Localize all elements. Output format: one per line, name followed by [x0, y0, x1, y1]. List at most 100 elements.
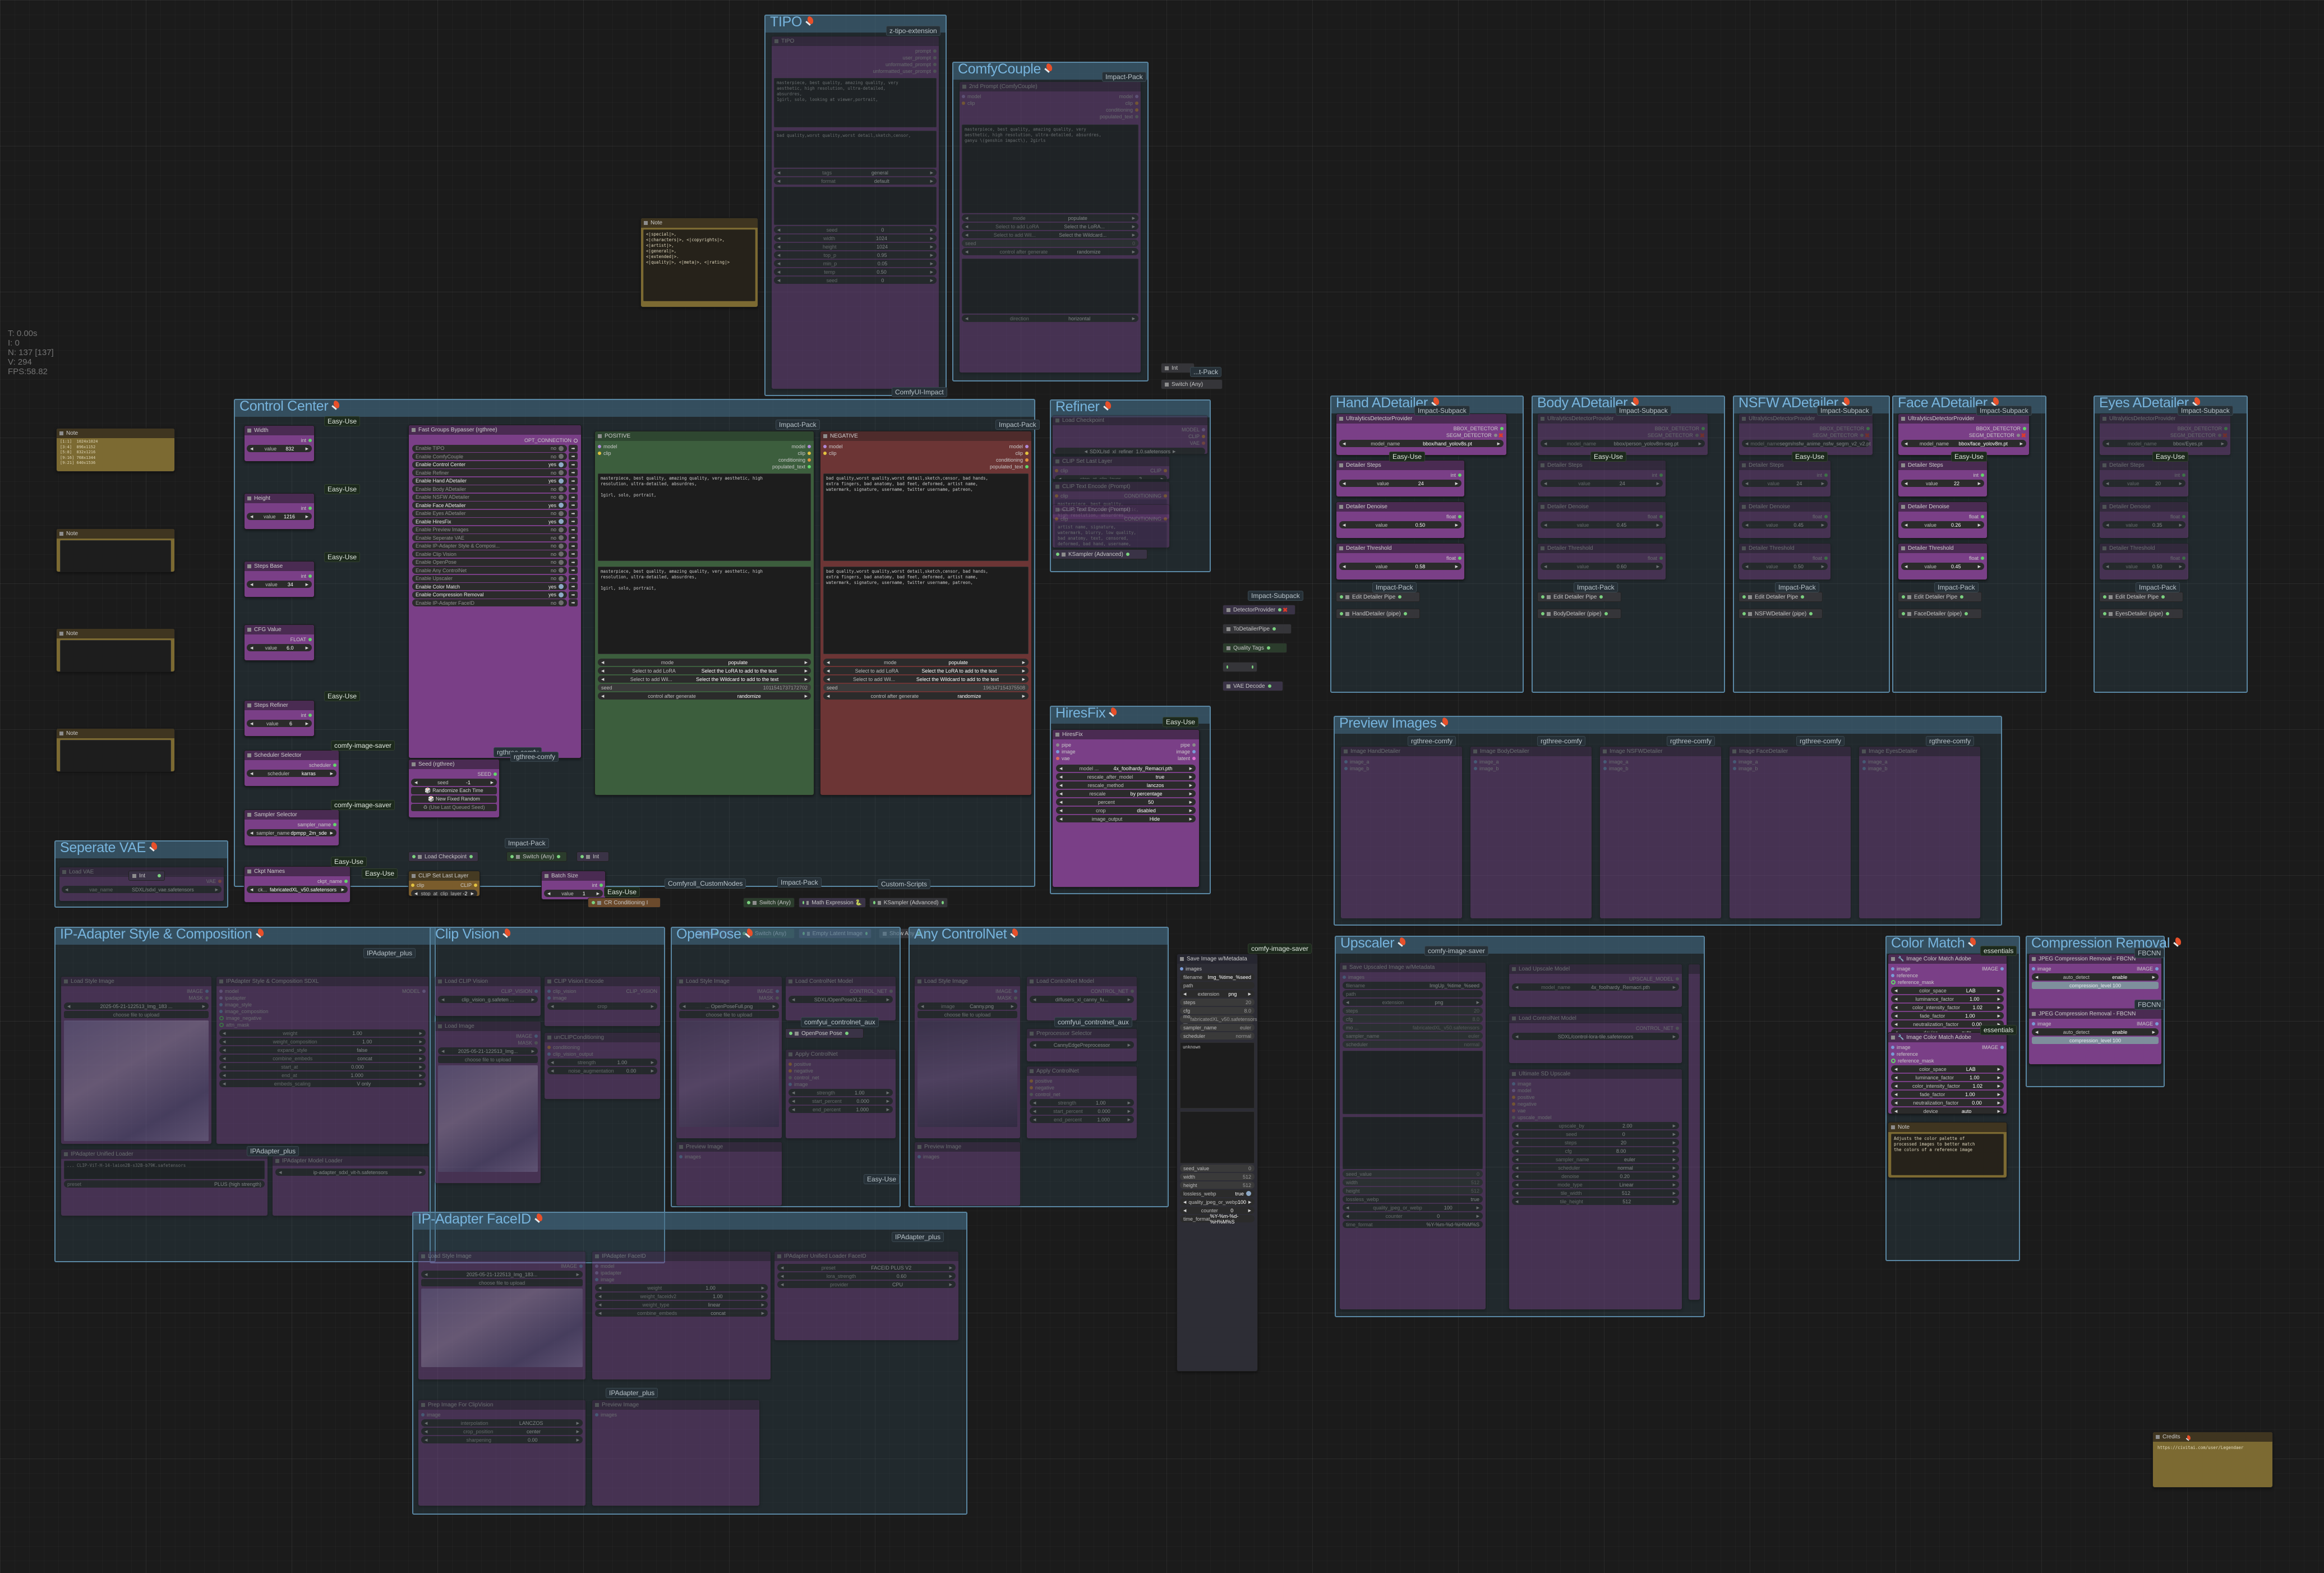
bypasser-goto-icon[interactable]: ➡: [569, 591, 578, 599]
node-load-image-clipvision[interactable]: Load Image IMAGE MASK 2025-05-21-122513_…: [435, 1021, 541, 1184]
port-out-mask[interactable]: MASK: [438, 1040, 538, 1046]
port-in-positive[interactable]: positive: [1512, 1094, 1679, 1101]
bypasser-row-8[interactable]: Enable Eyes ADetailer no ➡: [412, 509, 578, 517]
port-out-float[interactable]: float: [2102, 513, 2185, 520]
upscaler-neg-textarea[interactable]: [1343, 1117, 1483, 1169]
node-header[interactable]: Credits: [2153, 1432, 2272, 1442]
port-out-image[interactable]: IMAGE: [64, 988, 209, 995]
node-header[interactable]: Detailer Threshold: [1538, 544, 1666, 553]
port-in-image-composition[interactable]: image_composition: [219, 1008, 269, 1015]
seed-value[interactable]: seed-1: [411, 779, 497, 786]
port-out-seed[interactable]: SEED: [411, 771, 497, 778]
node-refiner-load-checkpoint[interactable]: Load Checkpoint MODEL CLIP VAE SDXL/sd_x…: [1052, 415, 1208, 454]
node-preview-image-handdetailer[interactable]: Image HandDetailer image_a image_b: [1340, 746, 1463, 919]
collapse-icon[interactable]: [1742, 505, 1746, 509]
note-text[interactable]: Adjusts the color palette of processed i…: [1891, 1134, 2004, 1175]
collapse-icon[interactable]: [59, 431, 63, 435]
node-header[interactable]: Apply ControlNet: [786, 1050, 896, 1059]
bypasser-toggle-0[interactable]: Enable TIPO no: [412, 444, 567, 452]
node-header[interactable]: Detailer Threshold: [1898, 544, 1987, 553]
node-header[interactable]: Batch Size: [542, 871, 605, 881]
port-in-model[interactable]: model: [962, 93, 981, 100]
port-in-vae[interactable]: vae: [1512, 1107, 1679, 1114]
collapsed-edit-detailer-pipe-0[interactable]: Edit Detailer Pipe: [1336, 592, 1420, 602]
node-ckpt-names[interactable]: Ckpt Names ckpt_name ck...fabricatedXL_v…: [244, 866, 351, 903]
collapse-icon[interactable]: [59, 632, 63, 636]
node-image-color-match-adobe-2[interactable]: 🔧 Image Color Match Adobe image reference…: [1888, 1032, 2007, 1114]
node-openpose-preview[interactable]: Preview Image images: [676, 1142, 782, 1206]
port-in-image[interactable]: image: [2032, 965, 2051, 972]
upscaler-model[interactable]: mo ... fabricatedXL_v50.safetensors: [1343, 1024, 1483, 1031]
node-header[interactable]: Detailer Steps: [1336, 461, 1464, 470]
port-in-clip[interactable]: clip: [411, 882, 425, 889]
bypasser-goto-icon[interactable]: ➡: [569, 469, 578, 476]
bypasser-toggle-15[interactable]: Enable Any ControlNet no: [412, 567, 567, 574]
node-detailer-threshold-1[interactable]: Detailer Threshold floatvalue0.60: [1537, 543, 1666, 580]
refiner-clip-layer[interactable]: stop_at_clip_layer-2: [1055, 475, 1167, 479]
node-header[interactable]: Image NSFWDetailer: [1600, 747, 1721, 756]
upscaler-lossless-webp[interactable]: lossless_webp true: [1343, 1195, 1483, 1203]
acn-preprocessor[interactable]: CannyEdgePreprocessor: [1030, 1041, 1134, 1048]
node-header[interactable]: Image EyesDetailer: [1859, 747, 1980, 756]
comfycouple-textarea-2[interactable]: [962, 259, 1138, 314]
collapsed-int-cc[interactable]: Int: [1161, 363, 1195, 373]
usd-upscale-by[interactable]: upscale_by2.00: [1512, 1122, 1679, 1129]
node-save-image-metadata[interactable]: Save Image w/Metadata images filename Img…: [1177, 954, 1258, 1372]
node-header[interactable]: HiresFix: [1053, 730, 1199, 739]
port-in-image-b[interactable]: image_b: [1862, 765, 1977, 772]
port-out-conditioning[interactable]: conditioning: [990, 457, 1029, 463]
upscaler-cfg[interactable]: cfg 8.0: [1343, 1015, 1483, 1023]
credits-url[interactable]: https://civitai.com/user/Legendaer: [2157, 1445, 2244, 1450]
port-out-bbox-detector[interactable]: BBOX_DETECTOR: [1901, 425, 2026, 432]
node-header[interactable]: IPAdapter Unified Loader FaceID: [774, 1252, 958, 1261]
collapsed-bodydetailer-pipe-1[interactable]: BodyDetailer (pipe): [1537, 609, 1621, 619]
port-in-images[interactable]: images: [917, 1153, 1017, 1160]
node-openpose-apply-controlnet[interactable]: Apply ControlNet positive negative contr…: [785, 1049, 896, 1139]
node-header[interactable]: Load Upscale Model: [1509, 964, 1682, 974]
node-acn-apply-controlnet[interactable]: Apply ControlNet positive negative contr…: [1026, 1066, 1137, 1139]
bypasser-switch[interactable]: [559, 527, 564, 532]
port-in-ipadapter[interactable]: ipadapter: [219, 995, 269, 1001]
port-in-image[interactable]: image: [1056, 748, 1076, 755]
note-blank-1[interactable]: Note: [56, 528, 175, 572]
refiner-ckpt-widget[interactable]: SDXL/sd_xl_refiner_1.0.safetensors: [1055, 448, 1205, 454]
node-header[interactable]: Image FaceDetailer: [1730, 747, 1851, 756]
upscaler-sampler[interactable]: sampler_name euler: [1343, 1032, 1483, 1040]
bypasser-switch[interactable]: [559, 462, 564, 467]
port-in-conditioning[interactable]: conditioning: [547, 1044, 657, 1051]
port-in-image[interactable]: image: [2032, 1020, 2051, 1027]
collapse-icon[interactable]: [1339, 417, 1343, 421]
port-out-control-net[interactable]: CONTROL_NET: [1512, 1025, 1679, 1032]
port-in-image-a[interactable]: image_a: [1474, 758, 1588, 765]
clipvision-image-select[interactable]: 2025-05-21-122513_Img...: [438, 1047, 538, 1055]
node-openpose-load-controlnet-model[interactable]: Load ControlNet Model CONTROL_NET SDXL/O…: [785, 976, 896, 1021]
save-width[interactable]: width 512: [1180, 1173, 1255, 1180]
port-out-vae[interactable]: VAE: [1055, 440, 1205, 447]
collapsed-detector-provider[interactable]: DetectorProvider ✖: [1223, 605, 1295, 615]
collapse-icon[interactable]: [2156, 1435, 2160, 1439]
port-out-scheduler[interactable]: scheduler: [247, 762, 336, 769]
bypasser-goto-icon[interactable]: ➡: [569, 534, 578, 541]
collapse-icon[interactable]: [1541, 463, 1544, 467]
tipo-negative-textarea[interactable]: bad quality,worst quality,worst detail,s…: [774, 131, 937, 168]
port-out-latent[interactable]: latent: [1176, 755, 1196, 762]
port-in-clip[interactable]: clip: [962, 100, 981, 107]
port-in-image-b[interactable]: image_b: [1733, 765, 1847, 772]
save-filename[interactable]: filename Img_%time_%seed: [1180, 973, 1255, 981]
collapse-icon[interactable]: [1339, 463, 1343, 467]
node-jpeg-compression-removal-2[interactable]: JPEG Compression Removal - FBCNN image I…: [2028, 1009, 2162, 1065]
